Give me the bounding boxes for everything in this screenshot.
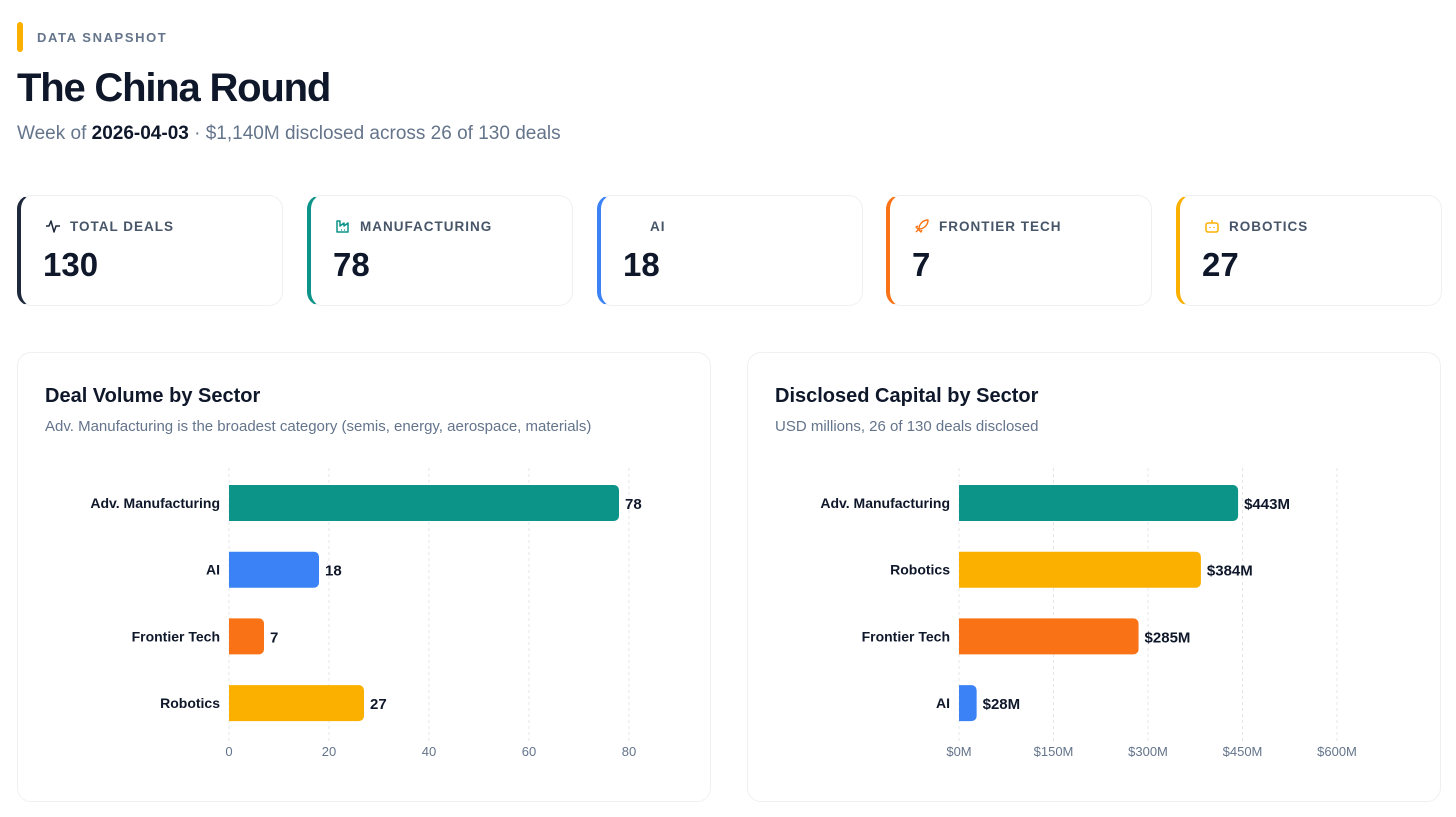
stat-label-text: MANUFACTURING [360,218,493,234]
bar-value-label: $28M [983,696,1021,713]
disclosed-capital-panel: Disclosed Capital by Sector USD millions… [747,352,1441,802]
stat-card-value: 130 [43,246,99,283]
bar [959,618,1139,655]
x-tick-label: $600M [1317,744,1357,759]
stat-card-label: FRONTIER TECH [914,218,1062,234]
deal-volume-chart: 0 20 40 60 80 Adv. Manufacturing 78 AI 18 Frontie… [90,468,642,759]
stat-label-text: AI [650,218,666,234]
bar-value-label: $384M [1207,563,1253,580]
x-tick-label: 0 [225,744,232,759]
activity-icon [46,220,60,233]
stat-label-text: ROBOTICS [1229,218,1309,234]
category-label: Adv. Manufacturing [820,495,950,511]
deal-volume-panel: Deal Volume by Sector Adv. Manufacturing… [17,352,711,802]
x-tick-label: $150M [1034,744,1074,759]
stat-card-ai: AI 18 [597,195,863,306]
rocket-icon [915,219,929,233]
x-tick-label: 40 [422,744,436,759]
bar [229,618,264,655]
bar [229,551,319,588]
bar-value-label: 27 [370,696,387,713]
category-label: Frontier Tech [132,628,220,644]
stat-card-value: 78 [333,246,370,283]
stat-card-value: 18 [623,246,660,283]
stat-card-value: 7 [912,246,931,283]
page-title: The China Round [17,66,331,110]
category-label: Adv. Manufacturing [90,495,220,511]
chart-title: Deal Volume by Sector [45,385,261,407]
stat-card-label: AI [625,218,666,234]
eyebrow-label: DATA SNAPSHOT [37,29,168,45]
bar-value-label: 18 [325,563,342,580]
eyebrow-accent [17,22,23,52]
category-label: AI [206,562,220,578]
bar-value-label: 78 [625,496,642,513]
x-tick-label: 80 [622,744,636,759]
x-tick-label: $450M [1223,744,1263,759]
stat-card-value: 27 [1202,246,1239,283]
bar [959,485,1239,521]
stat-label-text: TOTAL DEALS [70,218,175,234]
x-tick-label: $300M [1128,744,1168,759]
bar [229,685,364,722]
section-eyebrow: DATA SNAPSHOT [17,22,167,52]
bar-value-label: $285M [1145,629,1191,646]
x-tick-label: 60 [522,744,536,759]
bar-value-label: 7 [270,629,278,646]
summary-text: · $1,140M disclosed across 26 of 130 dea… [188,123,561,144]
category-label: AI [936,695,950,711]
stat-card-label: MANUFACTURING [335,218,492,234]
chart-subtitle: USD millions, 26 of 130 deals disclosed [775,418,1039,435]
bar-value-label: $443M [1244,496,1290,513]
stat-label-text: FRONTIER TECH [939,218,1062,234]
bar [959,685,977,722]
category-label: Frontier Tech [862,628,950,644]
chart-title: Disclosed Capital by Sector [775,385,1039,407]
stat-card-robotics: ROBOTICS 27 [1176,195,1442,306]
brain-icon [625,218,641,234]
chart-subtitle: Adv. Manufacturing is the broadest categ… [45,418,592,435]
week-prefix: Week of [17,123,92,144]
bar [229,485,619,521]
category-label: Robotics [890,562,950,578]
stat-card-manufacturing: MANUFACTURING 78 [307,195,573,306]
stat-card-total-deals: TOTAL DEALS 130 [17,195,283,306]
factory-icon [336,220,349,233]
disclosed-capital-chart: $0M $150M $300M $450M $600M Adv. Manufacturin… [820,468,1357,759]
bot-icon [1205,220,1219,233]
category-label: Robotics [160,695,220,711]
x-tick-label: $0M [946,744,971,759]
stat-card-frontier-tech: FRONTIER TECH 7 [886,195,1152,306]
page-subtitle: Week of 2026-04-03 · $1,140M disclosed a… [17,123,561,145]
stat-card-label: TOTAL DEALS [45,218,174,234]
bar [959,551,1201,588]
week-date: 2026-04-03 [91,123,189,144]
x-tick-label: 20 [322,744,336,759]
stat-card-label: ROBOTICS [1204,218,1308,234]
